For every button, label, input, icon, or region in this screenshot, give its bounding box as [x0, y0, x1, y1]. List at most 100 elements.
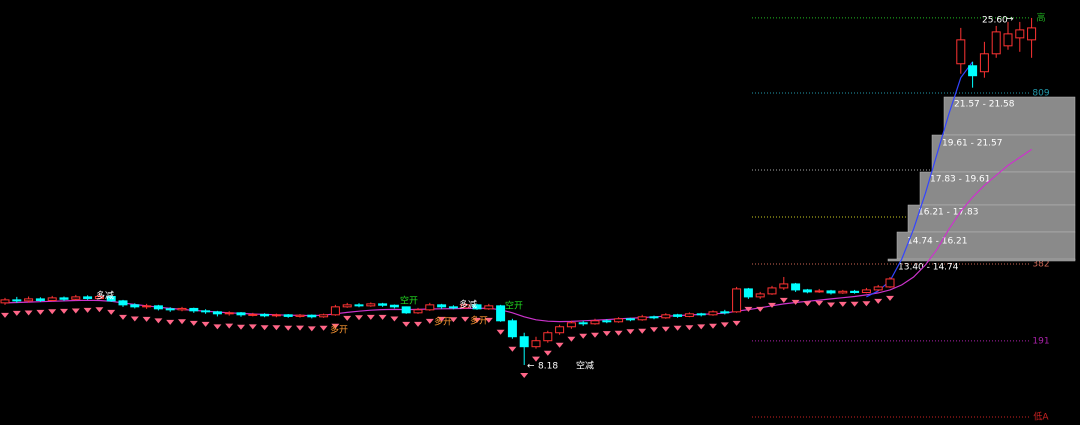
profile-range: 16.21 - 17.83	[918, 208, 979, 218]
signal-gem	[201, 321, 210, 327]
signal-gem	[378, 314, 387, 320]
signal-gem	[732, 320, 741, 326]
candle-body	[519, 336, 529, 348]
profile-range: 14.74 - 16.21	[907, 237, 968, 247]
signal-gem	[36, 309, 45, 315]
candle-body	[212, 311, 222, 315]
signal-gem	[638, 328, 647, 334]
candle-body	[307, 314, 317, 318]
profile-range: 13.40 - 14.74	[898, 263, 959, 273]
signal-gem	[213, 324, 222, 330]
signal-gem	[720, 322, 729, 328]
signal-gem	[874, 298, 883, 304]
signal-gem	[543, 350, 552, 356]
candle-body	[814, 290, 824, 293]
candle-body	[614, 318, 624, 323]
candle-body	[354, 304, 364, 307]
candle-body	[448, 306, 458, 309]
candle-body	[142, 305, 152, 308]
candle-body	[779, 283, 789, 289]
candle-body	[472, 304, 482, 310]
ma-line	[866, 61, 974, 298]
signal-gem	[390, 316, 399, 322]
low-label: 8.18	[538, 362, 558, 372]
profile-bar	[907, 204, 1076, 233]
signal-gem	[60, 308, 68, 314]
candle-body	[661, 314, 671, 319]
signal-gem	[756, 306, 765, 312]
signal-gem	[567, 336, 576, 342]
signal-gem	[602, 331, 611, 337]
profile-bar	[919, 171, 1076, 206]
signal-gem	[343, 315, 352, 321]
candle-body	[401, 306, 411, 314]
candle-body	[283, 314, 293, 317]
candle-body	[496, 305, 506, 322]
candle-body	[637, 316, 647, 321]
signal-annotation: 多开	[330, 324, 348, 336]
candle-body	[838, 290, 848, 294]
candle-body	[979, 53, 989, 73]
candle-body	[578, 322, 588, 325]
candle-body	[625, 318, 635, 321]
signal-gem	[83, 307, 92, 313]
candle-body	[413, 309, 423, 314]
signal-gem	[272, 325, 281, 331]
profile-range: 19.61 - 21.57	[942, 139, 1003, 149]
candle-body	[165, 308, 175, 311]
candle-body	[649, 316, 659, 319]
candle-body	[1015, 29, 1025, 39]
candle-body	[118, 300, 128, 306]
candle-body	[861, 289, 871, 293]
signal-gem	[555, 342, 564, 348]
signal-gem	[355, 315, 363, 321]
signal-gem	[260, 325, 269, 331]
signal-gem	[154, 318, 163, 324]
candle-body	[673, 314, 683, 317]
candle-body	[47, 297, 57, 301]
candle-body	[991, 31, 1001, 55]
signal-gem	[744, 306, 753, 312]
candle-body	[260, 313, 270, 317]
candle-body	[24, 298, 34, 302]
signal-gem	[850, 301, 859, 307]
candle-body	[295, 314, 305, 317]
signal-gem	[520, 373, 529, 379]
candle-body	[460, 304, 470, 309]
signal-gem	[331, 323, 340, 329]
candle-body	[555, 326, 565, 334]
level-label: 191	[1032, 336, 1049, 346]
arrow: ←	[527, 362, 535, 372]
signal-gem	[189, 320, 198, 326]
signal-gem	[24, 310, 33, 316]
profile-bar	[931, 134, 1076, 173]
candle-body	[248, 313, 258, 316]
candle-body	[956, 39, 966, 65]
signal-gem	[673, 325, 682, 331]
signal-annotation: 多开	[470, 315, 488, 327]
signal-annotation: 多减	[96, 290, 114, 302]
signal-gem	[449, 317, 458, 323]
signal-gem	[414, 321, 422, 327]
candle-body	[83, 296, 93, 299]
signal-gem	[71, 308, 80, 314]
candle-body	[271, 314, 281, 317]
signal-annotation: 空开	[400, 295, 418, 307]
level-label: 809	[1032, 89, 1049, 99]
signal-gem	[119, 314, 127, 320]
candle-body	[189, 307, 199, 312]
signal-gem	[886, 295, 894, 301]
candle-body	[507, 320, 517, 338]
signal-gem	[532, 356, 540, 362]
signal-gem	[178, 319, 186, 325]
candle-body	[177, 307, 187, 311]
signal-gem	[95, 307, 104, 313]
signal-gem	[685, 325, 694, 331]
signal-gem	[496, 329, 505, 335]
level-label: 低A	[1033, 411, 1049, 423]
candle-body	[590, 320, 600, 325]
candle-body	[1003, 33, 1013, 47]
candle-body	[484, 305, 494, 310]
level-label: 高	[1036, 11, 1045, 23]
